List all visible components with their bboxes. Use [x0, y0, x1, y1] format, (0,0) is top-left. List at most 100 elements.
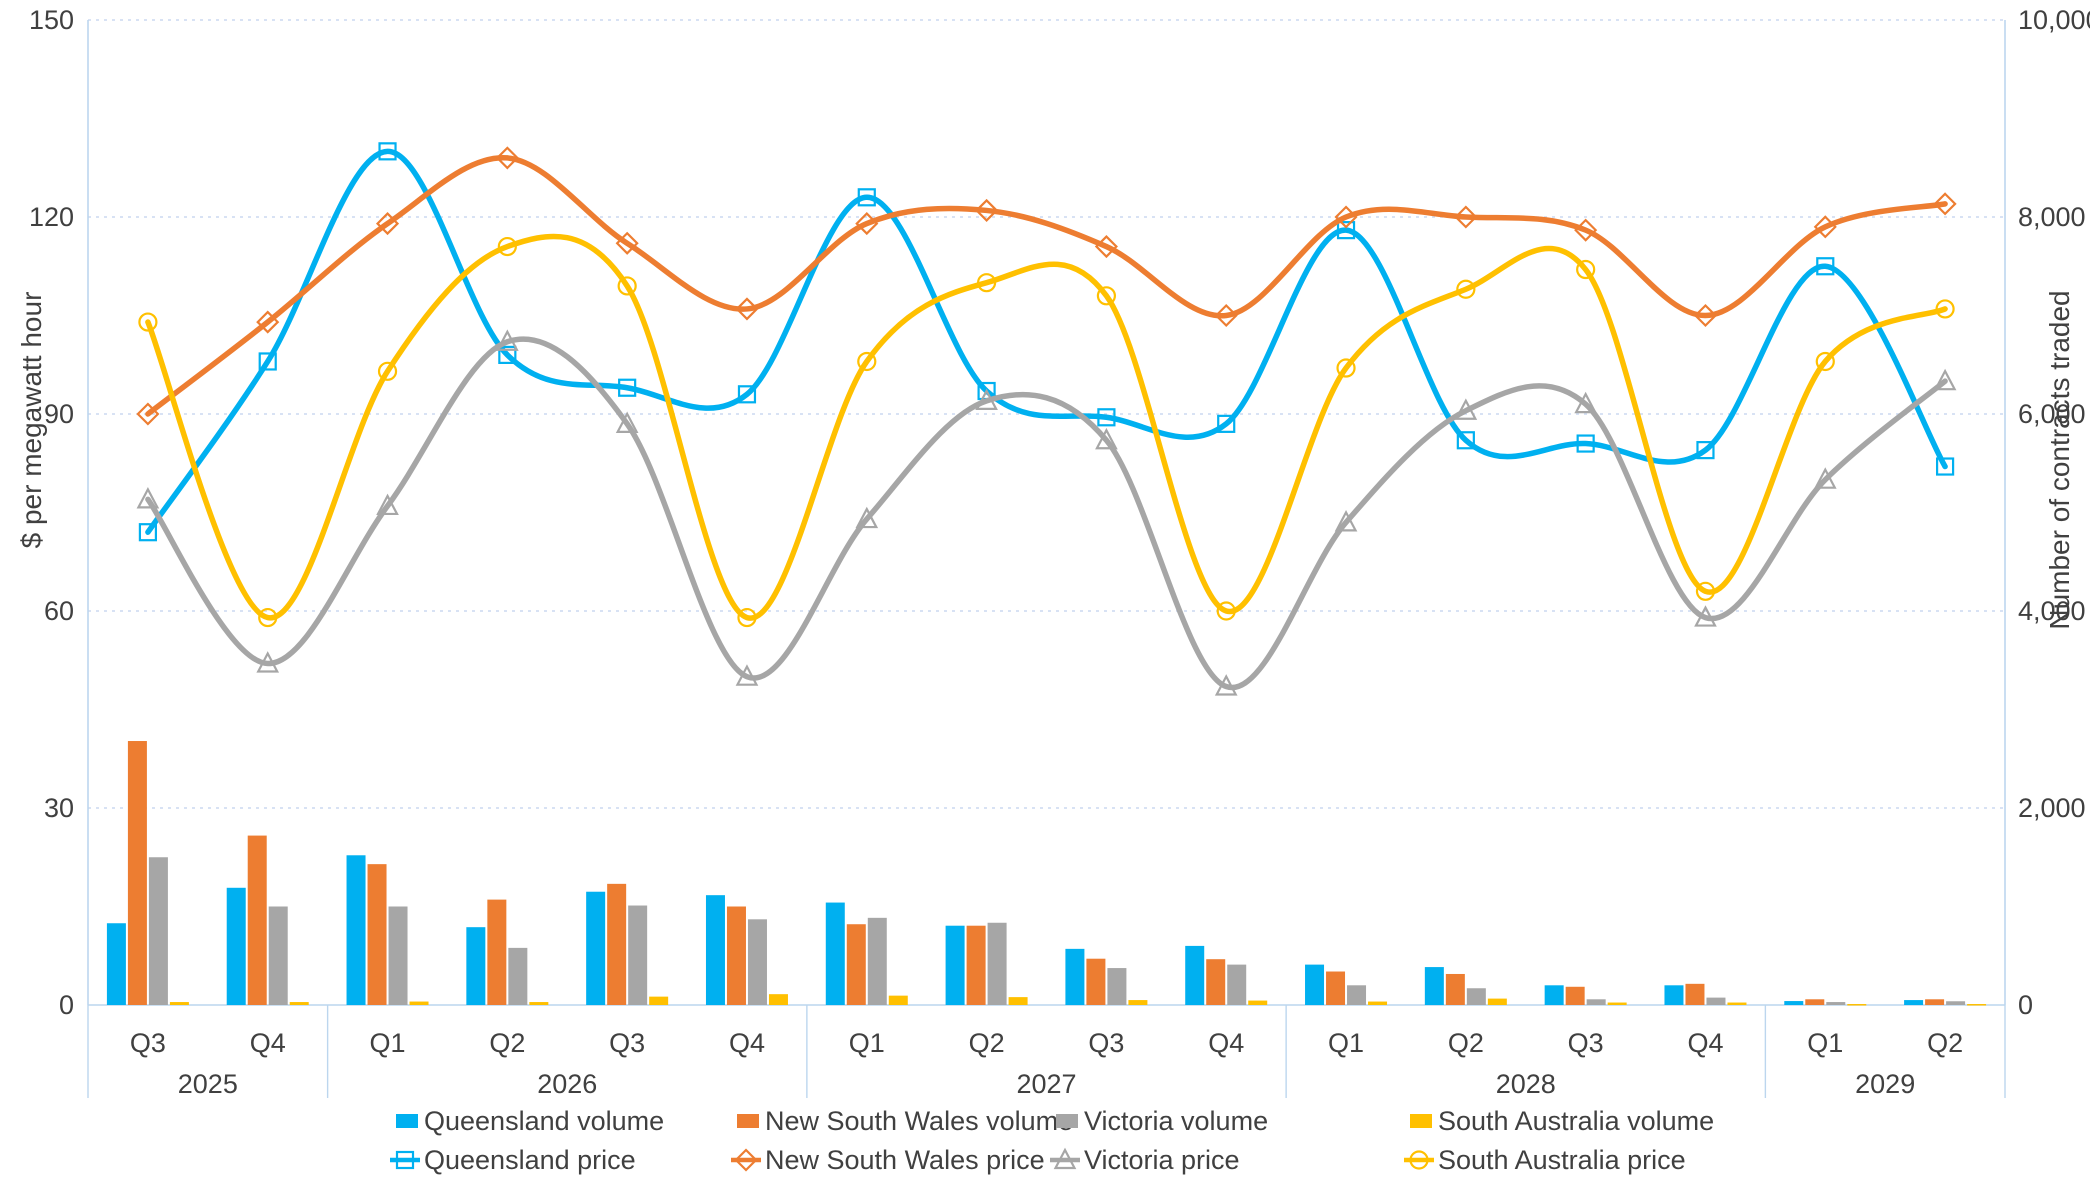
marker-victoria-price — [1813, 467, 1837, 489]
marker-queensland-price — [857, 188, 876, 207]
marker-south-australia-price — [1096, 286, 1117, 306]
bar-south-australia-volume — [1847, 1004, 1867, 1006]
bar-victoria-volume — [508, 947, 528, 1005]
marker-victoria-price — [975, 388, 998, 410]
marker-queensland-price — [737, 385, 757, 404]
bar-new-south-wales-volume — [1925, 999, 1945, 1005]
marker-queensland-price — [1576, 434, 1595, 453]
bar-south-australia-volume — [1967, 1004, 1987, 1006]
line-south-australia-price — [145, 233, 1948, 621]
bar-south-australia-volume — [1248, 1000, 1268, 1005]
legend-swatch-new-south-wales-volume — [737, 1114, 759, 1128]
bar-new-south-wales-volume — [846, 924, 866, 1005]
x-axis-quarter-label: Q3 — [1088, 1028, 1124, 1058]
marker-south-australia-price — [976, 273, 997, 293]
marker-queensland-price — [1456, 431, 1475, 450]
x-axis-quarter-label: Q2 — [1448, 1028, 1484, 1058]
bar-victoria-volume — [1946, 1001, 1966, 1005]
bar-queensland-volume — [1544, 985, 1564, 1005]
x-axis-quarter-label: Q1 — [1807, 1028, 1843, 1058]
x-axis-year-label: 2027 — [1016, 1069, 1076, 1099]
marker-new-south-wales-price — [1933, 192, 1957, 216]
line-new-south-wales-price — [145, 155, 1948, 417]
bar-new-south-wales-volume — [1445, 973, 1465, 1005]
bar-victoria-volume — [1466, 988, 1486, 1005]
bar-new-south-wales-volume — [127, 741, 147, 1005]
marker-queensland-price — [1696, 441, 1715, 460]
marker-new-south-wales-price — [1094, 234, 1118, 259]
bar-queensland-volume — [1424, 967, 1444, 1005]
marker-new-south-wales-price — [136, 402, 160, 426]
x-axis-quarter-label: Q2 — [969, 1028, 1005, 1058]
left-axis-tick: 30 — [44, 793, 74, 823]
marker-new-south-wales-price — [375, 212, 400, 236]
bar-new-south-wales-volume — [1685, 983, 1705, 1005]
bar-victoria-volume — [1347, 985, 1367, 1005]
marker-queensland-price — [1336, 221, 1356, 240]
bar-victoria-volume — [628, 905, 648, 1005]
bar-queensland-volume — [1065, 948, 1085, 1005]
x-axis-quarter-label: Q3 — [1568, 1028, 1604, 1058]
marker-victoria-price — [496, 329, 519, 351]
marker-queensland-price — [1097, 408, 1116, 427]
marker-queensland-price — [258, 352, 277, 371]
right-axis-tick: 4,000 — [2018, 596, 2086, 626]
line-queensland-price — [145, 148, 1948, 535]
marker-new-south-wales-price — [735, 297, 759, 321]
x-axis-quarter-label: Q2 — [489, 1028, 525, 1058]
bar-south-australia-volume — [649, 996, 669, 1005]
bar-queensland-volume — [466, 927, 486, 1005]
bar-victoria-volume — [747, 919, 767, 1005]
bar-victoria-volume — [148, 857, 168, 1005]
marker-new-south-wales-price — [256, 310, 280, 334]
marker-new-south-wales-price — [1214, 303, 1238, 328]
bar-new-south-wales-volume — [1805, 999, 1825, 1005]
marker-queensland-price — [1217, 414, 1236, 433]
bar-queensland-volume — [1784, 1001, 1804, 1005]
marker-queensland-price — [498, 345, 517, 364]
marker-queensland-price — [618, 378, 637, 397]
marker-south-australia-price — [258, 607, 278, 628]
marker-south-australia-price — [1216, 601, 1236, 621]
bar-new-south-wales-volume — [1565, 986, 1585, 1005]
marker-victoria-price — [376, 493, 399, 516]
bar-south-australia-volume — [1008, 997, 1028, 1005]
x-axis-year-label: 2029 — [1855, 1069, 1915, 1099]
legend-marker-south-australia-price — [1409, 1150, 1429, 1170]
bar-new-south-wales-volume — [726, 906, 746, 1005]
bar-victoria-volume — [1706, 997, 1726, 1005]
marker-victoria-price — [735, 664, 759, 686]
marker-victoria-price — [1095, 427, 1118, 450]
bar-new-south-wales-volume — [607, 883, 627, 1005]
right-axis-tick: 2,000 — [2018, 793, 2086, 823]
bar-new-south-wales-volume — [367, 864, 387, 1005]
marker-new-south-wales-price — [1454, 205, 1478, 229]
marker-victoria-price — [136, 487, 160, 509]
bar-south-australia-volume — [529, 1002, 549, 1005]
legend-label-price: South Australia price — [1438, 1145, 1686, 1175]
left-axis-tick: 150 — [29, 5, 74, 35]
legend-marker-victoria-price — [1053, 1147, 1077, 1170]
marker-queensland-price — [138, 523, 158, 542]
marker-new-south-wales-price — [855, 212, 879, 236]
bar-south-australia-volume — [409, 1001, 429, 1005]
bar-queensland-volume — [346, 855, 366, 1005]
marker-new-south-wales-price — [615, 231, 639, 255]
bar-queensland-volume — [945, 925, 965, 1005]
bar-victoria-volume — [1227, 964, 1247, 1005]
marker-south-australia-price — [1695, 581, 1716, 601]
bar-queensland-volume — [1305, 964, 1325, 1005]
bar-south-australia-volume — [768, 994, 788, 1005]
legend-marker-new-south-wales-price — [734, 1148, 758, 1172]
marker-victoria-price — [1214, 674, 1238, 696]
legend-swatch-victoria-volume — [1056, 1114, 1078, 1128]
bar-south-australia-volume — [1128, 1000, 1148, 1005]
x-axis-quarter-label: Q1 — [1328, 1028, 1364, 1058]
left-axis-title: $ per megawatt hour — [16, 291, 47, 549]
legend-label-price: Victoria price — [1084, 1145, 1240, 1175]
marker-victoria-price — [1334, 509, 1358, 532]
bar-south-australia-volume — [289, 1002, 309, 1005]
legend-label-volume: South Australia volume — [1438, 1106, 1714, 1136]
